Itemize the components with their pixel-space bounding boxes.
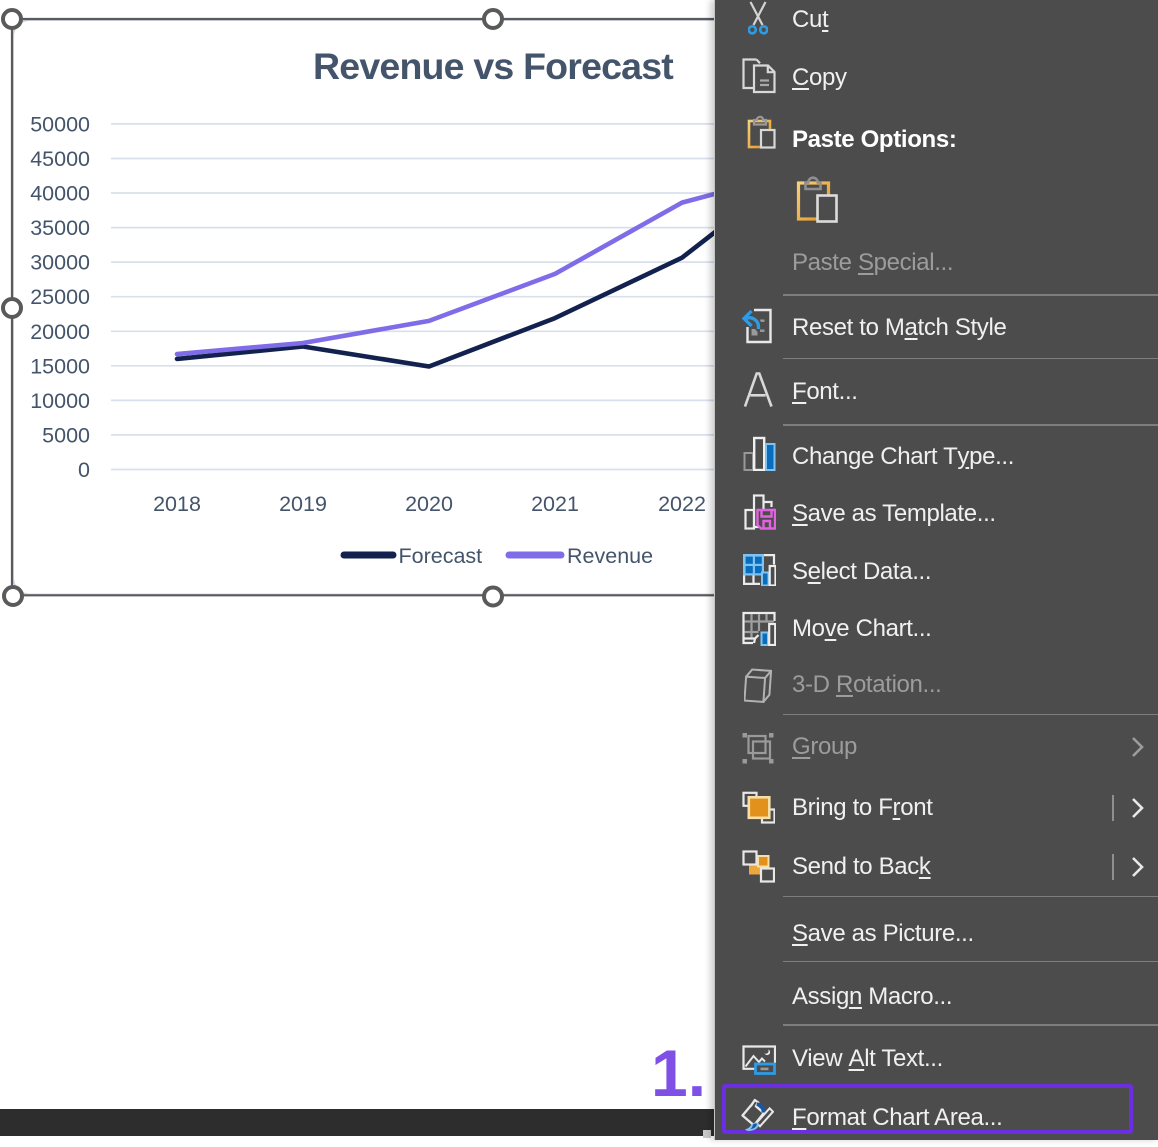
- svg-text:15000: 15000: [30, 354, 90, 378]
- svg-text:5000: 5000: [42, 423, 90, 447]
- svg-text:2022: 2022: [658, 492, 706, 516]
- svg-text:2020: 2020: [405, 492, 453, 516]
- svg-text:2019: 2019: [279, 492, 327, 516]
- svg-text:50000: 50000: [30, 112, 90, 136]
- svg-text:0: 0: [78, 458, 90, 482]
- svg-text:25000: 25000: [30, 285, 90, 309]
- svg-text:2018: 2018: [153, 492, 201, 516]
- svg-text:20000: 20000: [30, 320, 90, 344]
- svg-text:Revenue vs Forecast: Revenue vs Forecast: [313, 45, 674, 87]
- svg-text:40000: 40000: [30, 182, 90, 206]
- svg-text:45000: 45000: [30, 147, 90, 171]
- svg-text:Forecast: Forecast: [399, 544, 483, 568]
- svg-text:10000: 10000: [30, 389, 90, 413]
- svg-text:30000: 30000: [30, 251, 90, 275]
- svg-text:Revenue: Revenue: [567, 544, 653, 568]
- svg-text:2021: 2021: [531, 492, 579, 516]
- svg-text:35000: 35000: [30, 216, 90, 240]
